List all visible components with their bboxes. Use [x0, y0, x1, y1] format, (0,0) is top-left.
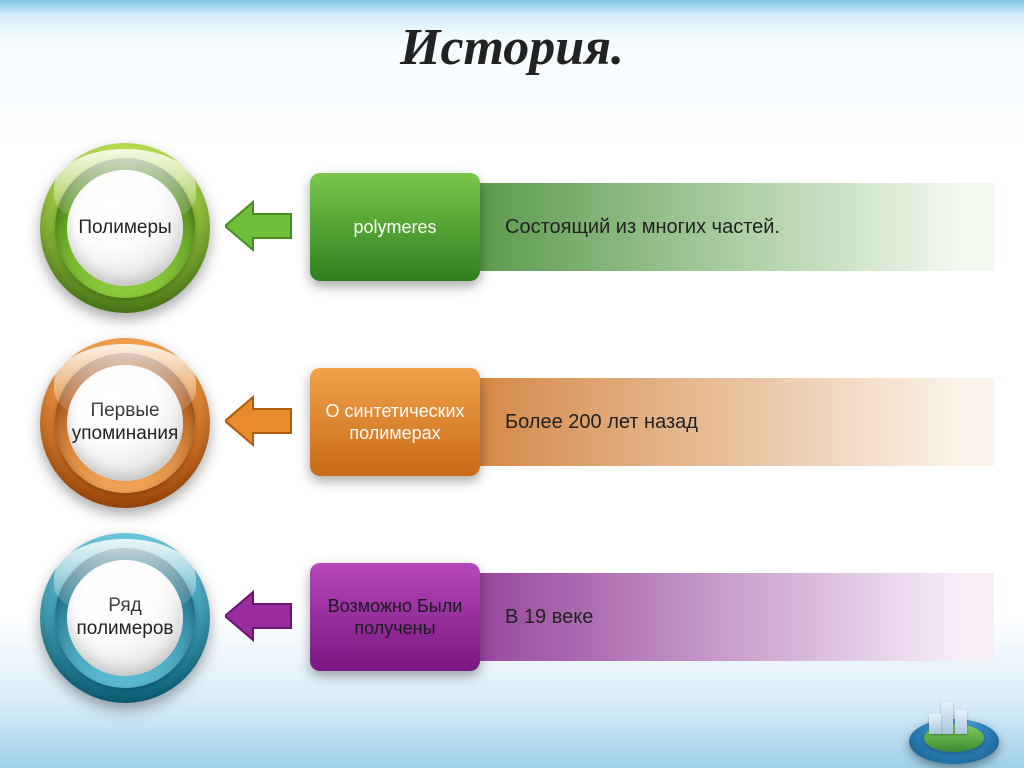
circle-label: Первые упоминания — [67, 365, 183, 481]
row-polymers: Полимеры Состоящий из многих частей. pol… — [0, 133, 1024, 328]
term-box: О синтетических полимерах — [310, 368, 480, 476]
circle-ring-mid: Полимеры — [55, 158, 195, 298]
row-polymer-series: Ряд полимеров В 19 веке Возможно Были по… — [0, 523, 1024, 718]
circle-polymer-series: Ряд полимеров — [40, 533, 210, 703]
arrow-left-icon — [225, 198, 295, 254]
slide-title: История. — [0, 18, 1024, 77]
content-rows: Полимеры Состоящий из многих частей. pol… — [0, 133, 1024, 718]
circle-polymers: Полимеры — [40, 143, 210, 313]
term-box-label: polymeres — [353, 216, 436, 239]
circle-first-mentions: Первые упоминания — [40, 338, 210, 508]
globe-decoration-icon — [899, 674, 1009, 764]
description-text: Более 200 лет назад — [505, 411, 698, 434]
circle-ring-mid: Первые упоминания — [55, 353, 195, 493]
description-text: Состоящий из многих частей. — [505, 216, 780, 239]
row-first-mentions: Первые упоминания Более 200 лет назад О … — [0, 328, 1024, 523]
circle-ring-mid: Ряд полимеров — [55, 548, 195, 688]
term-box-label: О синтетических полимерах — [318, 400, 472, 445]
circle-label: Полимеры — [67, 170, 183, 286]
arrow-left-icon — [225, 393, 295, 449]
arrow-left-icon — [225, 588, 295, 644]
term-box-label: Возможно Были получены — [318, 595, 472, 640]
term-box: polymeres — [310, 173, 480, 281]
term-box: Возможно Были получены — [310, 563, 480, 671]
description-text: В 19 веке — [505, 606, 593, 629]
circle-label: Ряд полимеров — [67, 560, 183, 676]
